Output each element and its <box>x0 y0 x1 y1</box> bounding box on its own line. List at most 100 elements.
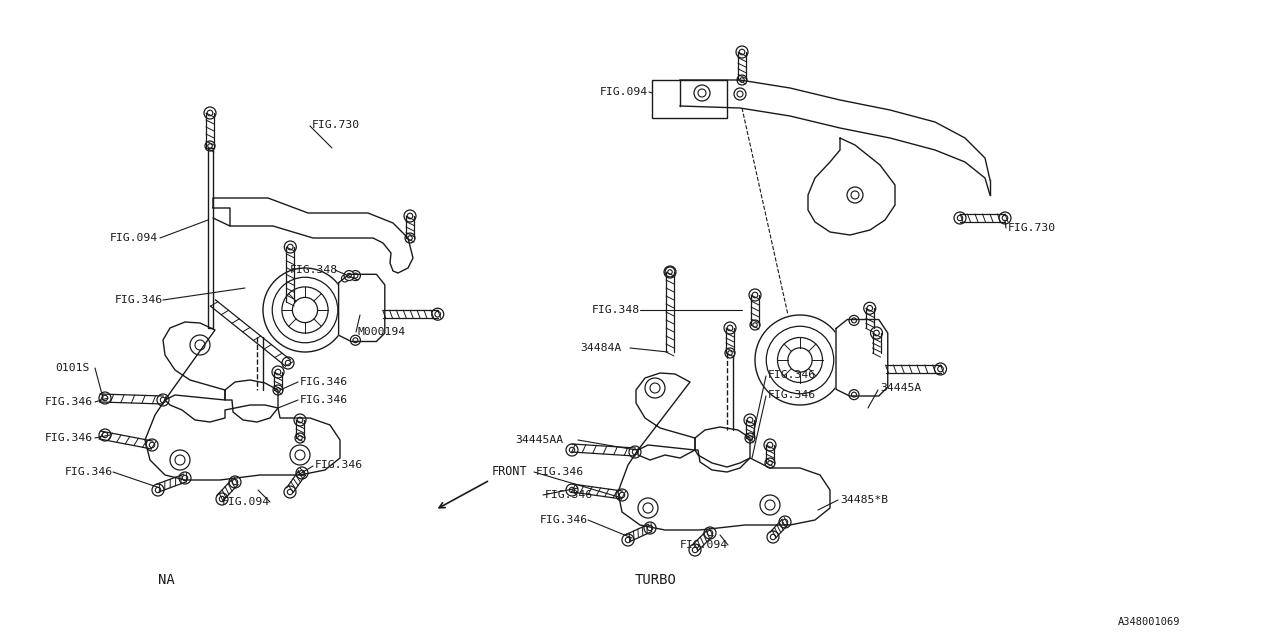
Text: 0101S: 0101S <box>55 363 90 373</box>
Circle shape <box>351 335 361 345</box>
Circle shape <box>765 458 774 468</box>
Polygon shape <box>163 322 225 400</box>
Text: FIG.094: FIG.094 <box>221 497 270 507</box>
Circle shape <box>737 75 748 85</box>
Circle shape <box>291 445 310 465</box>
Text: FIG.346: FIG.346 <box>545 490 593 500</box>
Text: M000194: M000194 <box>358 327 406 337</box>
Text: FIG.348: FIG.348 <box>291 265 338 275</box>
Circle shape <box>152 484 164 496</box>
Circle shape <box>664 266 676 278</box>
Text: 34445AA: 34445AA <box>515 435 563 445</box>
Polygon shape <box>808 138 895 235</box>
Polygon shape <box>225 380 278 422</box>
Circle shape <box>849 316 859 325</box>
Text: FIG.730: FIG.730 <box>1009 223 1056 233</box>
Text: FIG.346: FIG.346 <box>45 397 93 407</box>
Text: FIG.348: FIG.348 <box>591 305 640 315</box>
Circle shape <box>404 233 415 243</box>
Circle shape <box>788 348 812 372</box>
Circle shape <box>205 141 215 151</box>
Circle shape <box>689 544 701 556</box>
Circle shape <box>724 348 735 358</box>
Circle shape <box>273 385 283 395</box>
Circle shape <box>847 187 863 203</box>
Text: A348001069: A348001069 <box>1117 617 1180 627</box>
Circle shape <box>566 444 579 456</box>
Circle shape <box>431 308 444 320</box>
Circle shape <box>216 493 228 505</box>
Circle shape <box>934 363 946 375</box>
Circle shape <box>294 414 306 426</box>
Polygon shape <box>836 319 888 396</box>
Text: FIG.346: FIG.346 <box>300 395 348 405</box>
Circle shape <box>622 534 634 546</box>
Circle shape <box>755 315 845 405</box>
Polygon shape <box>145 400 340 480</box>
Text: FIG.094: FIG.094 <box>600 87 648 97</box>
Polygon shape <box>618 450 829 530</box>
Text: FIG.346: FIG.346 <box>300 377 348 387</box>
Circle shape <box>760 495 780 515</box>
Circle shape <box>170 450 189 470</box>
Circle shape <box>998 212 1011 224</box>
Circle shape <box>616 489 628 501</box>
Circle shape <box>744 414 756 426</box>
Text: FIG.730: FIG.730 <box>312 120 360 130</box>
Text: FIG.094: FIG.094 <box>110 233 159 243</box>
Circle shape <box>745 433 755 443</box>
Circle shape <box>749 289 762 301</box>
Circle shape <box>736 46 748 58</box>
Circle shape <box>644 522 657 534</box>
Polygon shape <box>339 275 385 342</box>
Circle shape <box>294 433 305 443</box>
Circle shape <box>204 107 216 119</box>
Circle shape <box>404 210 416 222</box>
Circle shape <box>780 516 791 528</box>
Circle shape <box>99 429 111 441</box>
Text: TURBO: TURBO <box>635 573 677 587</box>
Circle shape <box>704 527 716 539</box>
Circle shape <box>179 472 191 484</box>
Text: FIG.346: FIG.346 <box>536 467 584 477</box>
Text: FIG.346: FIG.346 <box>315 460 364 470</box>
Circle shape <box>954 212 966 224</box>
Text: FIG.094: FIG.094 <box>680 540 728 550</box>
Circle shape <box>262 268 347 352</box>
Circle shape <box>292 298 317 323</box>
Text: FIG.346: FIG.346 <box>540 515 588 525</box>
Circle shape <box>146 439 157 451</box>
Circle shape <box>870 327 882 339</box>
Circle shape <box>99 392 111 404</box>
Circle shape <box>157 394 169 406</box>
Text: FIG.346: FIG.346 <box>768 370 817 380</box>
Circle shape <box>666 267 675 277</box>
Circle shape <box>229 476 241 488</box>
Circle shape <box>296 467 308 479</box>
Circle shape <box>566 484 579 496</box>
Text: 34484A: 34484A <box>580 343 621 353</box>
Circle shape <box>764 439 776 451</box>
Circle shape <box>342 275 348 282</box>
Text: NA: NA <box>157 573 175 587</box>
Text: FIG.346: FIG.346 <box>768 390 817 400</box>
Circle shape <box>750 320 760 330</box>
Circle shape <box>724 322 736 334</box>
Circle shape <box>189 335 210 355</box>
Circle shape <box>694 85 710 101</box>
Circle shape <box>849 390 859 399</box>
Circle shape <box>284 486 296 498</box>
Text: 34485*B: 34485*B <box>840 495 888 505</box>
Text: FIG.346: FIG.346 <box>45 433 93 443</box>
Text: 34445A: 34445A <box>881 383 922 393</box>
Polygon shape <box>636 373 695 450</box>
Polygon shape <box>695 427 750 472</box>
Circle shape <box>284 241 296 253</box>
Circle shape <box>637 498 658 518</box>
Circle shape <box>282 357 294 369</box>
Circle shape <box>645 378 666 398</box>
Circle shape <box>767 531 780 543</box>
Circle shape <box>351 271 361 280</box>
Circle shape <box>628 446 641 458</box>
Text: FIG.346: FIG.346 <box>115 295 163 305</box>
